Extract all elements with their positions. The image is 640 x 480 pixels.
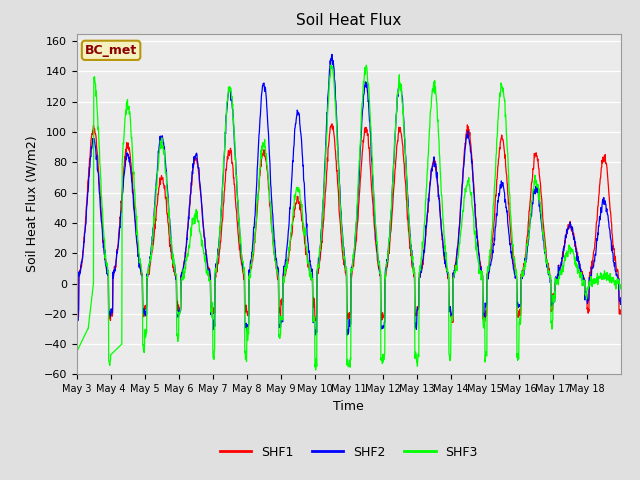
SHF3 [611, 282, 618, 288]
SHF3 [362, 62, 370, 68]
SHF1 [324, 145, 332, 151]
Y-axis label: Soil Heat Flux (W/m2): Soil Heat Flux (W/m2) [25, 136, 38, 272]
SHF1 [328, 121, 336, 127]
SHF1 [73, 313, 81, 319]
Text: BC_met: BC_met [85, 44, 137, 57]
SHF2 [557, 259, 565, 265]
Line: SHF3: SHF3 [77, 65, 621, 370]
Legend: SHF1, SHF2, SHF3: SHF1, SHF2, SHF3 [214, 441, 483, 464]
SHF1 [617, 312, 625, 317]
SHF3 [312, 367, 319, 373]
SHF1 [158, 177, 166, 182]
SHF3 [73, 349, 81, 355]
SHF2 [73, 311, 81, 316]
SHF2 [344, 332, 351, 338]
SHF1 [335, 195, 342, 201]
SHF2 [617, 295, 625, 300]
SHF2 [328, 51, 336, 57]
SHF1 [449, 320, 457, 325]
Title: Soil Heat Flux: Soil Heat Flux [296, 13, 401, 28]
SHF2 [158, 133, 166, 139]
SHF3 [324, 98, 332, 104]
SHF1 [557, 262, 565, 268]
SHF2 [477, 269, 485, 275]
SHF3 [557, 267, 565, 273]
Line: SHF2: SHF2 [77, 54, 621, 335]
SHF2 [324, 92, 332, 98]
Line: SHF1: SHF1 [77, 124, 621, 323]
SHF3 [617, 282, 625, 288]
SHF1 [611, 251, 618, 257]
SHF3 [477, 273, 485, 278]
SHF3 [158, 135, 166, 141]
SHF2 [335, 165, 342, 170]
SHF3 [335, 166, 342, 172]
SHF1 [477, 269, 485, 275]
X-axis label: Time: Time [333, 400, 364, 413]
SHF2 [611, 264, 618, 269]
